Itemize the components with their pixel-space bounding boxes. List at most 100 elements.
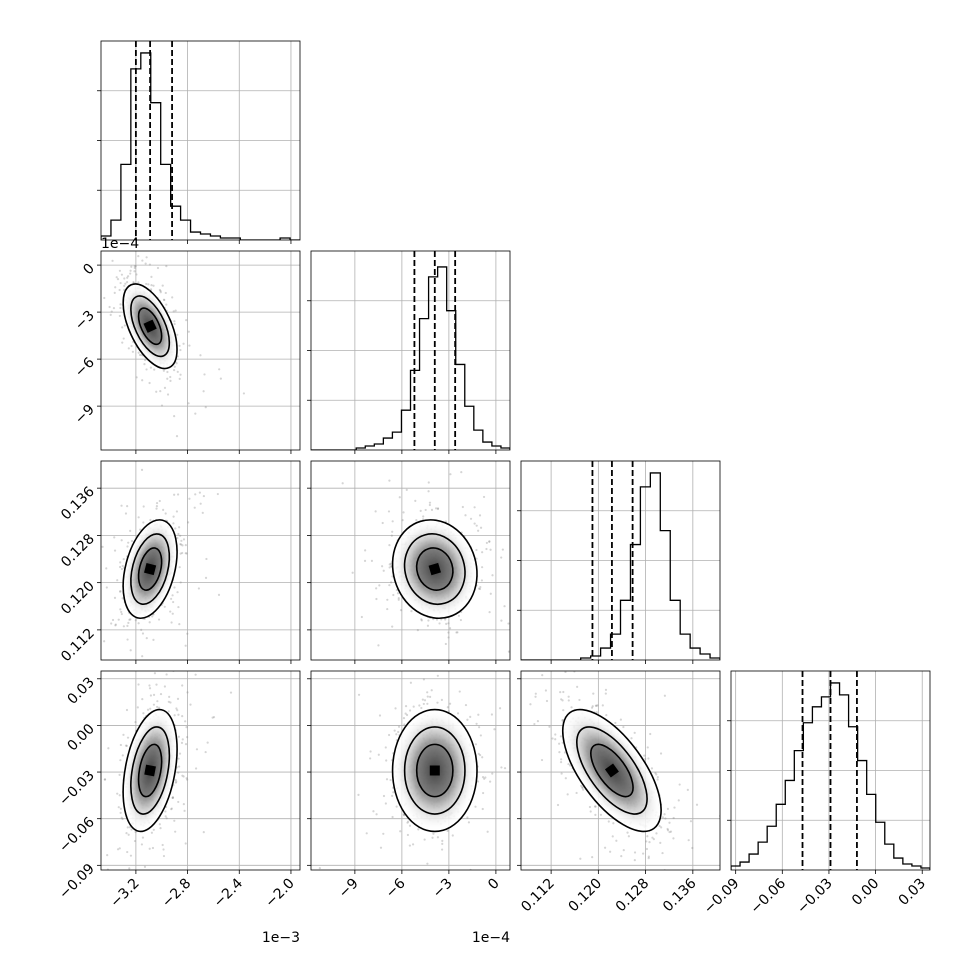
panel-frame xyxy=(100,460,301,661)
scatter-point xyxy=(129,272,132,275)
scatter-panel-3-0: −3.2 −2.8 −2.4 −2.0 −0.09 −0.06−0.03 0.00 0.03 1… xyxy=(56,650,301,946)
scatter-point xyxy=(128,826,131,829)
scatter-point xyxy=(137,622,140,625)
scatter-point xyxy=(177,771,180,774)
scatter-point xyxy=(491,923,493,925)
scatter-point xyxy=(511,501,513,503)
scatter-point xyxy=(119,303,122,306)
scatter-point xyxy=(563,751,567,754)
scatter-point xyxy=(357,793,360,796)
scatter-point xyxy=(155,683,158,686)
scatter-point xyxy=(205,650,207,652)
scatter-point xyxy=(655,832,658,835)
scatter-point xyxy=(643,754,646,757)
scatter-point xyxy=(120,816,123,819)
scatter-panel-2-0: 0.112 0.120 0.128 0.136 xyxy=(58,460,301,665)
scatter-point xyxy=(644,902,646,904)
scatter-point xyxy=(562,690,565,694)
scatter-point xyxy=(661,816,665,819)
scatter-point xyxy=(176,536,179,540)
scatter-point xyxy=(105,567,108,570)
scatter-point xyxy=(118,565,122,569)
scatter-point xyxy=(391,520,394,523)
scatter-point xyxy=(576,685,579,688)
scatter-point xyxy=(180,741,184,744)
scatter-point xyxy=(420,619,423,622)
scatter-point xyxy=(181,684,184,687)
scatter-point xyxy=(180,539,183,542)
scatter-point xyxy=(129,649,132,652)
scatter-point xyxy=(510,722,512,724)
scatter-point xyxy=(141,379,144,382)
scatter-point xyxy=(127,275,130,278)
scatter-point xyxy=(177,800,180,804)
scatter-point xyxy=(117,806,120,809)
scatter-point xyxy=(133,270,136,273)
scatter-point xyxy=(135,376,138,379)
scatter-point xyxy=(493,728,496,731)
scatter-point xyxy=(126,638,129,641)
scatter-point xyxy=(642,852,645,855)
scatter-point xyxy=(482,791,485,795)
scatter-point xyxy=(479,585,482,589)
scatter-point xyxy=(179,373,182,376)
scatter-point xyxy=(536,719,540,723)
scatter-point xyxy=(633,851,637,854)
scatter-point xyxy=(161,843,164,847)
scatter-point xyxy=(402,717,406,720)
scatter-point xyxy=(126,545,129,548)
scatter-point xyxy=(695,803,699,806)
scatter-point xyxy=(391,625,394,628)
histogram-panel-1 xyxy=(307,250,511,454)
x-offset-label: 1e−4 xyxy=(472,930,510,946)
scatter-point xyxy=(476,780,480,783)
scatter-point xyxy=(179,348,182,352)
scatter-point xyxy=(116,278,120,281)
scatter-point xyxy=(185,726,188,729)
scatter-point xyxy=(84,300,86,302)
scatter-point xyxy=(125,744,128,747)
scatter-point xyxy=(467,821,471,824)
scatter-point xyxy=(388,584,391,587)
scatter-point xyxy=(489,592,492,595)
scatter-point xyxy=(194,412,197,415)
x-tick-label: −3 xyxy=(430,876,456,902)
scatter-point xyxy=(491,574,494,577)
scatter-point xyxy=(447,631,450,634)
scatter-point xyxy=(113,291,116,294)
scatter-point xyxy=(128,618,131,621)
scatter-point xyxy=(175,362,178,365)
scatter-point xyxy=(673,806,676,809)
scatter-point xyxy=(678,783,681,786)
scatter-point xyxy=(203,373,206,376)
scatter-point xyxy=(543,842,545,844)
scatter-point xyxy=(500,556,503,559)
scatter-point xyxy=(163,685,166,688)
scatter-point xyxy=(580,784,583,788)
scatter-point xyxy=(133,266,136,270)
scatter-point xyxy=(633,731,636,734)
scatter-point xyxy=(149,694,152,697)
scatter-point xyxy=(202,831,205,834)
scatter-point xyxy=(660,826,663,829)
scatter-point xyxy=(204,576,208,580)
scatter-point xyxy=(668,821,671,824)
scatter-point xyxy=(489,780,492,783)
scatter-point xyxy=(152,638,155,641)
scatter-point xyxy=(395,733,398,736)
x-tick-label: 0.00 xyxy=(849,876,882,909)
scatter-point xyxy=(152,703,156,706)
scatter-point xyxy=(567,695,570,698)
scatter-point xyxy=(654,772,657,775)
scatter-point xyxy=(121,564,124,568)
scatter-point xyxy=(158,499,161,503)
scatter-point xyxy=(118,314,121,318)
scatter-point xyxy=(159,826,162,830)
contour-line xyxy=(122,519,178,620)
scatter-point xyxy=(101,545,104,548)
scatter-point xyxy=(426,702,429,705)
scatter-point xyxy=(397,597,400,600)
scatter-point xyxy=(148,684,151,687)
contour-line xyxy=(561,708,662,833)
scatter-point xyxy=(469,517,473,520)
